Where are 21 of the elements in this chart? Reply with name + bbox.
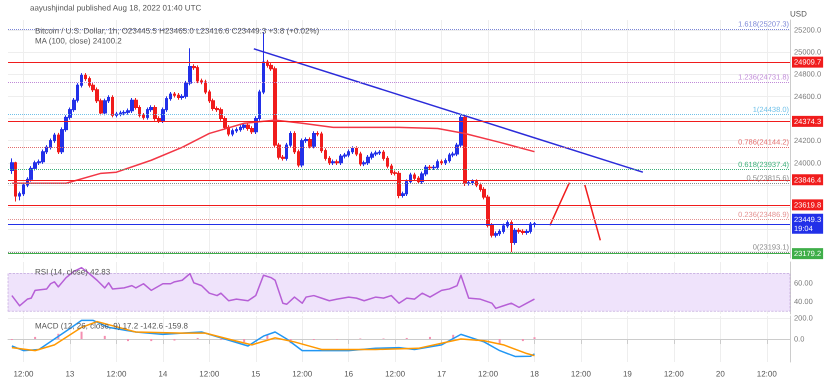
y-axis-title: USD bbox=[790, 10, 808, 18]
x-tick-label: 12:00 bbox=[13, 370, 34, 378]
x-tick-label: 12:00 bbox=[292, 370, 313, 378]
x-tick-label: 12:00 bbox=[756, 370, 778, 378]
x-tick-label: 19 bbox=[622, 370, 632, 378]
x-tick-label: 12:00 bbox=[664, 370, 684, 378]
x-tick-label: 12:00 bbox=[106, 370, 127, 378]
x-tick-label: 16 bbox=[344, 370, 354, 378]
x-tick-label: 15 bbox=[251, 370, 261, 378]
text: aayushjindal published Aug 18, 2022 01:40 UTC bbox=[30, 4, 202, 12]
text: MA (100, close) 24100.2 bbox=[35, 36, 122, 46]
text: Bitcoin / U.S. Dollar, 1h, O23445.5 H23465.0 L23416.6 C23449.3 +3.8 (+0.02%) bbox=[35, 26, 320, 36]
x-tick-label: 17 bbox=[437, 370, 447, 378]
x-tick-label: 12:00 bbox=[385, 370, 406, 378]
x-tick-label: 12:00 bbox=[570, 370, 592, 378]
x-tick-label: 12:00 bbox=[478, 370, 499, 378]
x-tick-label: 20 bbox=[716, 370, 726, 378]
x-tick-label: 13 bbox=[65, 370, 75, 378]
x-tick-label: 12:00 bbox=[199, 370, 220, 378]
x-tick-label: 14 bbox=[158, 370, 168, 378]
x-tick-label: 18 bbox=[530, 370, 540, 378]
